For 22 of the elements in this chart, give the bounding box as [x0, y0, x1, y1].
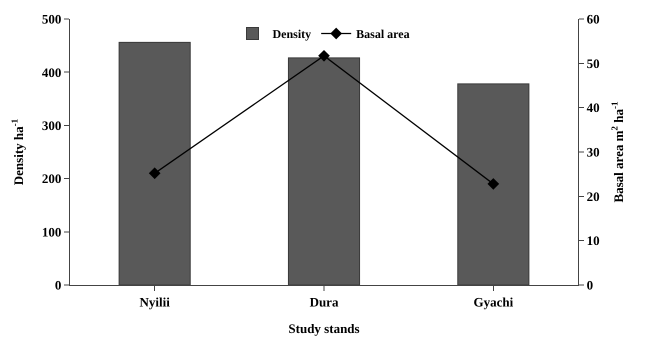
x-tick-label: Dura — [310, 294, 339, 310]
y-tick-label: 0 — [54, 278, 62, 293]
point — [148, 167, 161, 180]
y2-tick-label: 50 — [586, 56, 600, 71]
y2-tick-label: 0 — [586, 278, 594, 293]
point — [318, 50, 330, 62]
x-axis-title: Study stands — [288, 321, 360, 336]
y-tick-label: 300 — [42, 118, 62, 133]
y2-tick-label: 40 — [586, 100, 600, 116]
legend-label: Basal area — [356, 27, 410, 42]
point — [487, 178, 500, 190]
y2-tick-label: 30 — [586, 144, 600, 160]
y-tick-label: 100 — [42, 224, 62, 240]
y-tick-label: 500 — [42, 12, 62, 27]
x-tick-label: Nyilii — [140, 294, 170, 310]
y2-tick-label: 10 — [586, 233, 600, 248]
y-tick-label: 400 — [42, 64, 62, 80]
legend-label: Density — [272, 27, 312, 42]
y2-tick-label: 20 — [586, 188, 600, 204]
y2-tick-label: 60 — [586, 12, 600, 27]
x-tick-label: Gyachi — [473, 294, 514, 310]
y-tick-label: 200 — [42, 171, 62, 186]
